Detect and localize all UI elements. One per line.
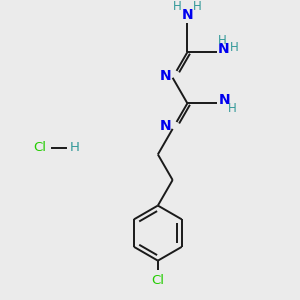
Text: H: H — [230, 41, 239, 54]
Text: N: N — [160, 69, 172, 83]
Text: N: N — [182, 8, 193, 22]
Text: N: N — [218, 42, 230, 56]
Text: H: H — [173, 1, 182, 13]
Text: N: N — [219, 93, 231, 107]
Text: N: N — [160, 119, 172, 133]
Text: Cl: Cl — [152, 274, 164, 287]
Text: H: H — [69, 141, 79, 154]
Text: H: H — [193, 1, 202, 13]
Text: H: H — [228, 102, 237, 115]
Text: H: H — [218, 34, 226, 47]
Text: Cl: Cl — [33, 141, 46, 154]
